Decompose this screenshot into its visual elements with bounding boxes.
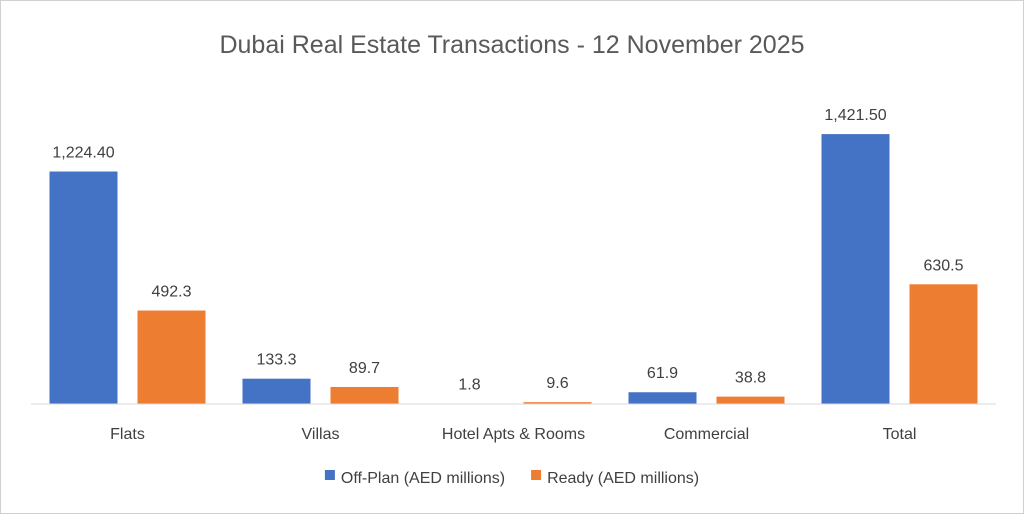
category-label-villas: Villas — [302, 426, 340, 443]
bar-ready-hotel-apts-rooms — [523, 402, 592, 404]
data-label-ready-flats: 492.3 — [151, 284, 191, 301]
bar-ready-commercial — [716, 396, 785, 404]
bar-ready-total — [909, 284, 978, 404]
data-labels-group: 1,224.40 492.3 133.3 89.7 1.8 9.6 61.9 38.8 1,42… — [52, 107, 963, 394]
data-label-off-plan-flats: 1,224.40 — [52, 145, 114, 162]
bar-off-plan-commercial — [628, 392, 697, 404]
data-label-ready-hotel-apts-rooms: 9.6 — [546, 375, 568, 392]
data-label-off-plan-villas: 133.3 — [256, 352, 296, 369]
category-label-total: Total — [883, 426, 917, 443]
category-label-hotel-apts-rooms: Hotel Apts & Rooms — [442, 426, 585, 443]
legend-swatch-off-plan — [324, 470, 335, 480]
legend-label-off-plan: Off-Plan (AED millions) — [341, 470, 505, 487]
data-label-off-plan-hotel-apts-rooms: 1.8 — [458, 377, 480, 394]
data-label-off-plan-commercial: 61.9 — [647, 365, 678, 382]
bar-off-plan-total — [821, 134, 890, 404]
category-label-flats: Flats — [110, 426, 145, 443]
chart-title: Dubai Real Estate Transactions - 12 Nove… — [219, 31, 804, 59]
bar-ready-flats — [137, 310, 206, 404]
data-label-ready-commercial: 38.8 — [735, 370, 766, 387]
category-label-commercial: Commercial — [664, 426, 749, 443]
data-label-off-plan-total: 1,421.50 — [824, 107, 886, 124]
bar-off-plan-villas — [242, 378, 311, 404]
legend-item-ready: Ready (AED millions) — [531, 470, 699, 487]
data-label-ready-total: 630.5 — [923, 257, 963, 274]
legend-label-ready: Ready (AED millions) — [547, 470, 699, 487]
bar-ready-villas — [330, 386, 399, 404]
legend-swatch-ready — [531, 470, 542, 480]
legend-item-off-plan: Off-Plan (AED millions) — [324, 470, 505, 487]
legend: Off-Plan (AED millions) Ready (AED millio… — [324, 470, 699, 487]
bar-off-plan-flats — [49, 171, 118, 404]
bars-group — [49, 134, 978, 404]
data-label-ready-villas: 89.7 — [349, 360, 380, 377]
category-labels-group: Flats Villas Hotel Apts & Rooms Commercial T… — [110, 426, 916, 443]
